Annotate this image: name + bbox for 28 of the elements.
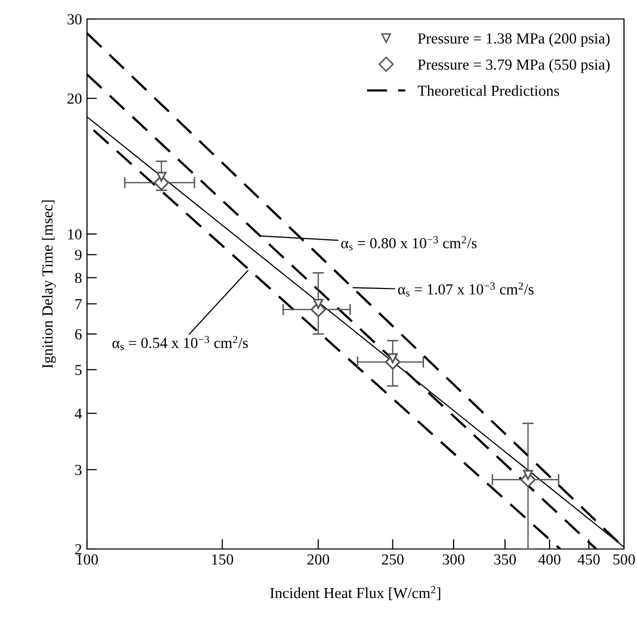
y-tick-label: 10: [68, 229, 82, 240]
annotation: α$_{s}$ = 0.80 x 10$^{−3}$ cm$^{2}$/s: [341, 236, 477, 250]
y-tick-label: 9: [74, 250, 82, 260]
y-tick-label: 2: [75, 544, 82, 554]
x-tick-label: 150: [212, 554, 234, 565]
legend-label: Pressure = 3.79 MPa (550 psia): [418, 59, 610, 73]
x-tick-label: 100: [76, 554, 98, 565]
y-tick-label: 4: [74, 408, 82, 419]
y-tick-label: 20: [68, 93, 82, 104]
y-tick-label: 6: [75, 329, 82, 340]
legend-label: Pressure = 1.38 MPa (200 psia): [418, 32, 610, 47]
x-axis-title: Incident Heat Flux [W/cm$^{2}$]: [270, 586, 440, 600]
annotation: α$_{s}$ = 0.54 x 10$^{−3}$ cm$^{2}$/s: [112, 336, 248, 350]
y-tick-label: 3: [75, 464, 82, 476]
y-tick-label: 5: [75, 364, 82, 376]
legend-label: Theoretical Predictions: [418, 85, 560, 96]
y-tick-label: 7: [76, 299, 82, 310]
y-tick-label: 8: [75, 272, 82, 284]
x-tick-label: 500: [613, 554, 635, 565]
y-axis-title: Ignition Delay Time [msec]: [42, 200, 56, 368]
x-tick-label: 350: [494, 554, 516, 565]
annotation: α$_{s}$ = 1.07 x 10$^{−3}$ cm$^{2}$/s: [398, 282, 534, 297]
x-tick-label: 400: [538, 554, 560, 565]
x-tick-label: 200: [307, 554, 330, 565]
x-tick-label: 250: [382, 554, 404, 565]
x-tick-label: 450: [578, 554, 600, 565]
x-tick-label: 300: [442, 554, 464, 565]
y-tick-label: 30: [68, 14, 82, 24]
